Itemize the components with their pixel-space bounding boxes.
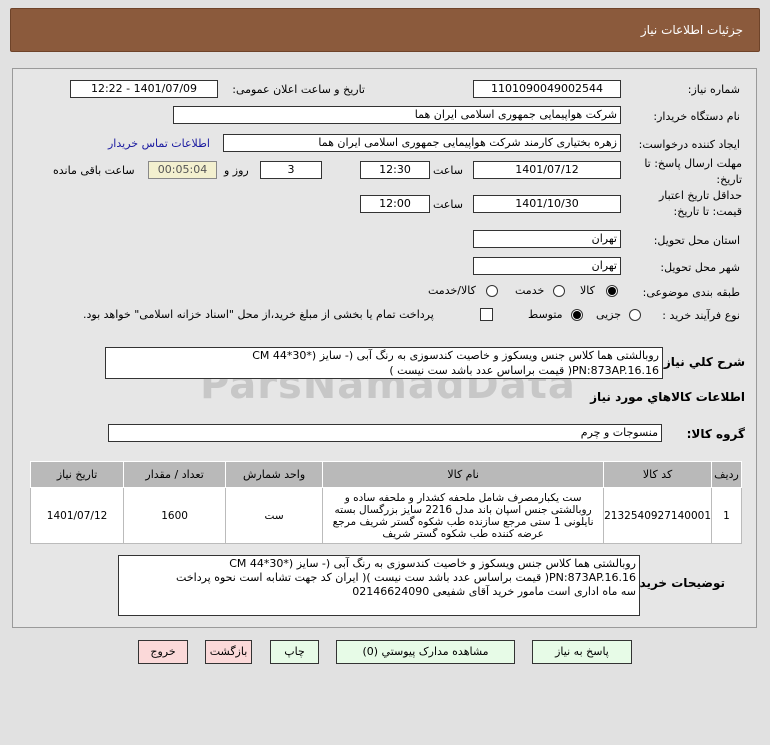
description-line-2: PN:873AP.16.16( قیمت براساس عدد باشد ست … [389, 364, 659, 377]
cell-name: ست یکبارمصرف شامل ملحفه کشدار و ملحفه سا… [322, 487, 605, 544]
province-label: استان محل تحویل: [653, 234, 740, 247]
col-index: ردیف [711, 461, 742, 488]
deadline-time-label: ساعت [433, 164, 463, 177]
col-qty: تعداد / مقدار [123, 461, 227, 488]
notes-line-2: PN:873AP.16.16( قیمت براساس عدد باشد ست … [176, 571, 636, 584]
col-code: کد کالا [603, 461, 712, 488]
buyer-org-label: نام دستگاه خریدار: [653, 110, 740, 123]
cell-date: 1401/07/12 [29, 487, 125, 544]
table-row: 1 2132540927140001 ست یکبارمصرف شامل ملح… [29, 487, 742, 544]
buyer-notes-label: توضیحات خریدار: [623, 576, 725, 590]
treasury-checkbox[interactable] [480, 308, 493, 321]
validity-time-label: ساعت [433, 198, 463, 211]
col-date: تاریخ نیاز [29, 461, 125, 488]
deadline-label: مهلت ارسال پاسخ: تا تاریخ: [644, 157, 742, 186]
view-attachments-button[interactable]: مشاهده مدارک پیوستي (0) [336, 640, 515, 664]
payment-note: پرداخت تمام یا بخشی از مبلغ خرید،از محل … [83, 308, 434, 321]
process-option-minor: جزیی [596, 308, 622, 321]
col-name: نام کالا [322, 461, 605, 488]
goods-table: ردیف کد کالا نام کالا واحد شمارش تعداد /… [29, 461, 742, 544]
buyer-contact-link[interactable]: اطلاعات تماس خریدار [108, 137, 210, 150]
description-field: روبالشتی هما کلاس جنس ویسکوز و خاصیت کند… [105, 347, 663, 379]
cell-qty: 1600 [123, 487, 227, 544]
col-unit: واحد شمارش [225, 461, 324, 488]
print-button[interactable]: چاپ [270, 640, 319, 664]
category-option-service: خدمت [515, 284, 545, 297]
category-label: طبقه بندی موضوعی: [642, 286, 740, 299]
validity-label: حداقل تاریخ اعتبار قیمت: تا تاریخ: [658, 189, 742, 218]
creator-field: زهره بختیاری کارمند شرکت هواپیمایی جمهور… [223, 134, 621, 152]
cell-code: 2132540927140001 [603, 487, 712, 544]
announce-field: 1401/07/09 - 12:22 [70, 80, 218, 98]
notes-line-1: روبالشتی هما کلاس جنس ویسکوز و خاصیت کند… [229, 557, 636, 570]
city-label: شهر محل تحویل: [660, 261, 740, 274]
city-field: تهران [473, 257, 621, 275]
exit-button[interactable]: خروج [138, 640, 188, 664]
validity-date-field: 1401/10/30 [473, 195, 621, 213]
process-label: نوع فرآیند خرید : [662, 309, 740, 322]
page-header: جزئیات اطلاعات نیاز [10, 8, 760, 52]
announce-label: تاریخ و ساعت اعلان عمومی: [232, 83, 365, 96]
days-label: روز و [224, 164, 249, 177]
deadline-date-field: 1401/07/12 [473, 161, 621, 179]
reply-button[interactable]: پاسخ به نیاز [532, 640, 632, 664]
need-number-field: 1101090049002544 [473, 80, 621, 98]
category-radio-goods[interactable] [606, 285, 618, 297]
goods-group-field: منسوجات و چرم [108, 424, 662, 442]
cell-index: 1 [711, 487, 742, 544]
goods-group-label: گروه کالا: [686, 427, 745, 441]
description-label: شرح کلي نياز: [659, 355, 745, 369]
category-option-goods: کالا [580, 284, 595, 297]
category-radio-service[interactable] [553, 285, 565, 297]
province-field: تهران [473, 230, 621, 248]
countdown-field: 00:05:04 [148, 161, 217, 179]
goods-section-title: اطلاعات کالاهاي مورد نياز [590, 390, 745, 404]
category-radio-both[interactable] [486, 285, 498, 297]
process-option-medium: متوسط [528, 308, 563, 321]
category-option-both: کالا/خدمت [428, 284, 476, 297]
back-button[interactable]: بازگشت [205, 640, 252, 664]
need-number-label: شماره نیاز: [687, 83, 740, 96]
table-header: ردیف کد کالا نام کالا واحد شمارش تعداد /… [29, 461, 742, 488]
validity-time-field: 12:00 [360, 195, 430, 213]
remaining-label: ساعت باقی مانده [53, 164, 135, 177]
process-radio-minor[interactable] [629, 309, 641, 321]
deadline-time-field: 12:30 [360, 161, 430, 179]
description-line-1: روبالشتی هما کلاس جنس ویسکوز و خاصیت کند… [252, 349, 659, 362]
buyer-notes-field: روبالشتی هما کلاس جنس ویسکوز و خاصیت کند… [118, 555, 640, 616]
buyer-org-field: شرکت هواپیمایی جمهوری اسلامی ایران هما [173, 106, 621, 124]
creator-label: ایجاد کننده درخواست: [638, 138, 740, 151]
days-field: 3 [260, 161, 322, 179]
process-radio-medium[interactable] [571, 309, 583, 321]
page-title: جزئیات اطلاعات نیاز [640, 23, 743, 37]
cell-unit: ست [225, 487, 324, 544]
notes-line-3: سه ماه اداری است مامور خرید آقای شفیعی 0… [352, 585, 636, 598]
